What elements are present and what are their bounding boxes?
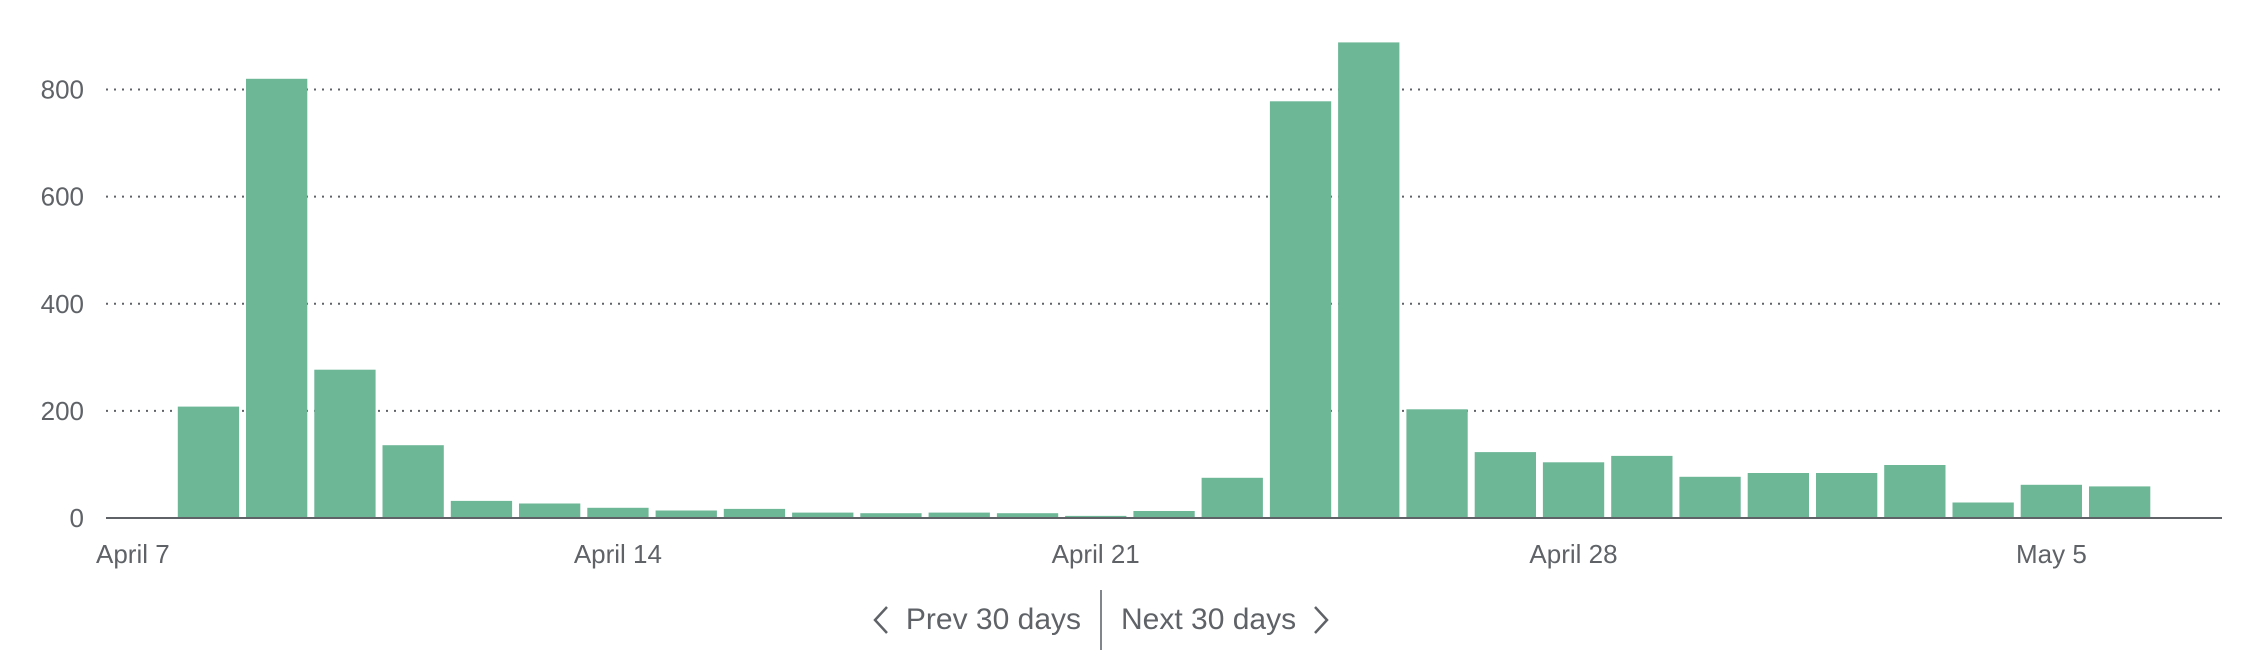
bar-april-23[interactable] <box>1201 477 1263 518</box>
prev-30-days-label: Prev 30 days <box>905 603 1081 636</box>
bar-april-27[interactable] <box>1474 452 1536 518</box>
bar-may-5[interactable] <box>2020 484 2082 518</box>
y-tick-label: 800 <box>41 75 84 105</box>
bar-april-12[interactable] <box>450 500 513 518</box>
y-tick-label: 200 <box>41 396 84 426</box>
bar-april-9[interactable] <box>246 78 308 519</box>
chevron-left-icon <box>873 606 888 634</box>
pagination: Prev 30 days Next 30 days <box>0 590 2252 650</box>
bar-may-6[interactable] <box>2089 486 2151 518</box>
bar-april-15[interactable] <box>655 510 717 519</box>
bars <box>177 42 2151 519</box>
prev-30-days-button[interactable]: Prev 30 days <box>872 590 1081 650</box>
x-tick-label: April 14 <box>574 539 662 569</box>
y-tick-label: 0 <box>70 503 84 533</box>
y-tick-label: 600 <box>41 182 84 212</box>
next-30-days-label: Next 30 days <box>1121 603 1297 636</box>
x-axis-ticks: April 7 April 14 April 21 April 28 May 5 <box>96 539 2087 569</box>
x-tick-label: April 7 <box>96 539 170 569</box>
chevron-right-icon <box>1314 606 1329 634</box>
bar-april-28[interactable] <box>1542 462 1605 518</box>
bar-april-13[interactable] <box>519 503 581 519</box>
bar-april-21[interactable] <box>1065 515 1127 518</box>
bar-april-26[interactable] <box>1406 409 1468 518</box>
bar-april-22[interactable] <box>1133 511 1195 518</box>
bar-april-24[interactable] <box>1269 101 1332 519</box>
bar-may-4[interactable] <box>1952 502 2014 519</box>
bar-may-3[interactable] <box>1884 465 1946 518</box>
x-tick-label: April 28 <box>1529 539 1617 569</box>
bar-april-11[interactable] <box>382 445 444 518</box>
bar-april-10[interactable] <box>314 369 376 518</box>
bar-may-2[interactable] <box>1816 473 1878 518</box>
bar-april-17[interactable] <box>792 512 854 518</box>
bar-april-14[interactable] <box>587 507 649 518</box>
grid-lines <box>106 88 2222 412</box>
bar-april-8[interactable] <box>177 406 240 518</box>
bar-april-25[interactable] <box>1338 42 1400 519</box>
bar-may-1[interactable] <box>1747 473 1809 518</box>
y-tick-label: 400 <box>41 289 84 319</box>
bar-april-19[interactable] <box>928 512 990 518</box>
y-axis-ticks: 0 200 400 600 800 <box>41 75 84 533</box>
bar-april-20[interactable] <box>996 513 1059 518</box>
x-tick-label: April 21 <box>1052 539 1140 569</box>
bar-april-29[interactable] <box>1611 455 1673 518</box>
bar-april-30[interactable] <box>1679 476 1741 518</box>
bar-april-18[interactable] <box>860 513 922 518</box>
next-30-days-button[interactable]: Next 30 days <box>1121 590 1330 650</box>
x-tick-label: May 5 <box>2016 539 2087 569</box>
bar-april-16[interactable] <box>723 508 786 518</box>
pager-divider <box>1100 590 1102 650</box>
